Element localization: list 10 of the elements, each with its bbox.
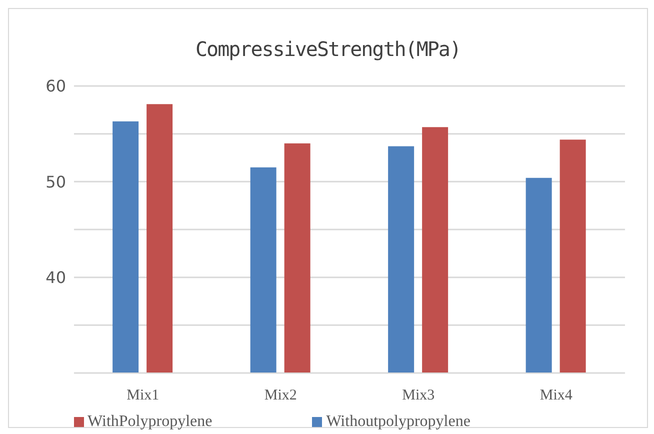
chart-title: CompressiveStrength(MPa): [194, 37, 462, 61]
x-tick-label: Mix3: [402, 388, 435, 404]
x-tick-label: Mix4: [540, 388, 573, 404]
y-tick-label: 60: [46, 76, 66, 96]
x-tick-label: Mix1: [126, 388, 160, 404]
legend-label: Withoutpolypropylene: [326, 413, 470, 430]
y-tick-label: 50: [46, 172, 66, 192]
y-tick-label: 40: [46, 268, 66, 288]
x-tick-label: Mix2: [264, 388, 297, 404]
legend-label: WithPolypropylene: [88, 413, 212, 430]
